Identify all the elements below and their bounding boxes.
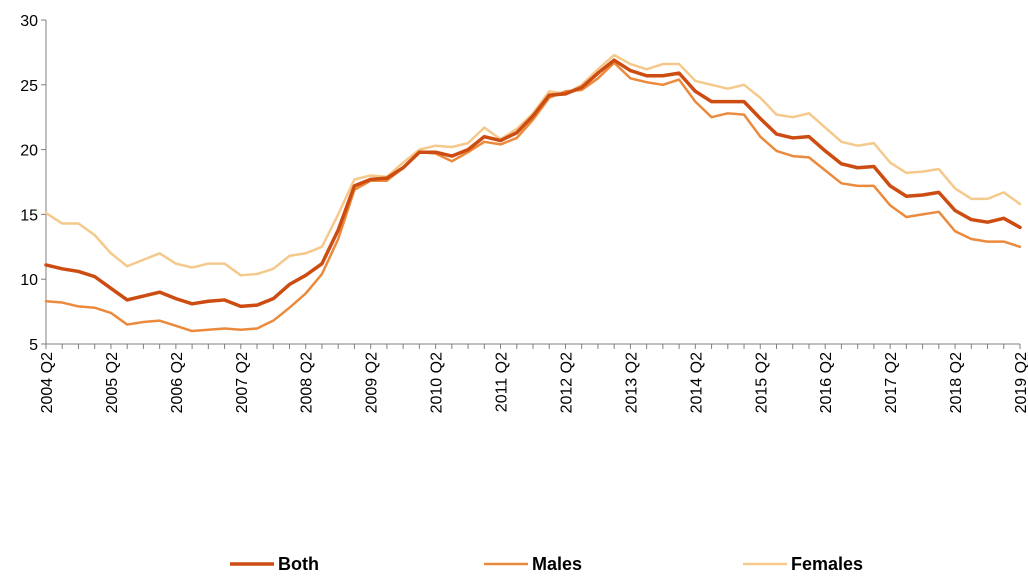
x-tick-label: 2015 Q2 [753,352,770,413]
x-axis-ticks: 2004 Q2 2005 Q2 2006 Q2 2007 Q2 2008 Q2 2009 … [39,344,1028,413]
y-axis-ticks: 5 10 15 20 25 30 [20,13,46,354]
y-tick-label: 10 [20,272,38,289]
series-line-males [44,61,1022,333]
legend: Both Males Females [230,554,863,574]
x-tick-label: 2007 Q2 [234,352,251,413]
y-tick-label: 30 [20,13,38,30]
legend-label-females: Females [791,554,863,574]
x-tick-label: 2004 Q2 [39,352,56,413]
legend-label-males: Males [532,554,582,574]
chart-axes [45,20,1020,345]
series-lines [44,53,1022,333]
y-tick-label: 20 [20,143,38,160]
legend-label-both: Both [278,554,319,574]
x-tick-label: 2018 Q2 [948,352,965,413]
x-tick-label: 2011 Q2 [494,352,511,412]
y-tick-label: 5 [29,337,38,354]
x-tick-label: 2012 Q2 [558,352,575,413]
x-tick-label: 2019 Q2 [1013,352,1028,413]
x-tick-label: 2010 Q2 [429,352,446,413]
series-line-both [44,58,1022,309]
x-tick-label: 2005 Q2 [104,352,121,413]
x-tick-label: 2006 Q2 [169,352,186,413]
x-tick-label: 2016 Q2 [818,352,835,413]
x-tick-label: 2008 Q2 [299,352,316,413]
y-tick-label: 25 [20,78,38,95]
x-tick-label: 2014 Q2 [688,352,705,413]
x-tick-label: 2013 Q2 [623,352,640,413]
y-tick-label: 15 [20,207,38,224]
x-tick-label: 2009 Q2 [364,352,381,413]
x-tick-label: 2017 Q2 [883,352,900,413]
